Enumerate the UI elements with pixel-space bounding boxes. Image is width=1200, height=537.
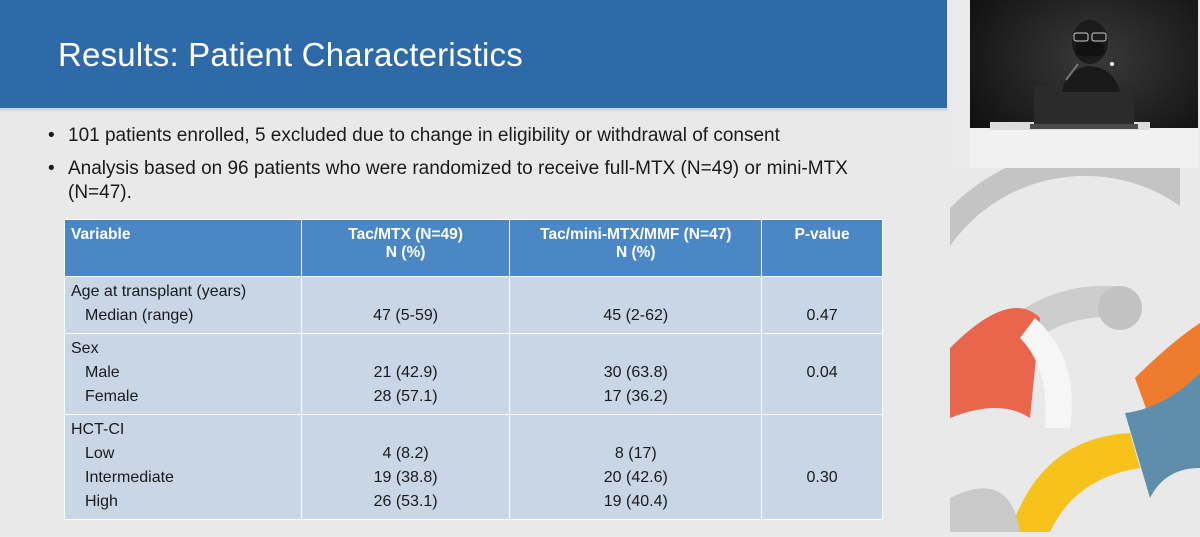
bullet-item: 101 patients enrolled, 5 excluded due to…: [48, 124, 928, 148]
header-pvalue: P-value: [761, 219, 883, 277]
bullet-item: Analysis based on 96 patients who were r…: [48, 157, 868, 205]
hct-int-mtx-value: 19 (38.8): [373, 469, 438, 486]
hct-low-mtx-value: 4 (8.2): [382, 445, 429, 462]
title-bar: Results: Patient Characteristics: [0, 0, 947, 111]
header-mini-unit: N (%): [615, 244, 656, 261]
header-mini-title: Tac/mini-MTX/MMF (N=47): [540, 226, 732, 243]
female-mtx-value: 28 (57.1): [373, 388, 438, 405]
sex-p-value: 0.04: [806, 364, 838, 381]
table-row: Sex Male Female 21 (42.9) 28 (57.1) 30 (…: [64, 333, 883, 415]
male-mtx-value: 21 (42.9): [373, 364, 438, 381]
slide-title: Results: Patient Characteristics: [58, 36, 523, 73]
row-label-cell: Age at transplant (years) Median (range): [64, 276, 302, 334]
presenter-video-icon: [970, 0, 1198, 168]
age-p-cell: 0.47: [761, 276, 883, 334]
age-mtx-cell: 47 (5-59): [300, 276, 511, 334]
bullet-list: 101 patients enrolled, 5 excluded due to…: [48, 124, 928, 214]
header-tac-mtx: Tac/MTX (N=49) N (%): [300, 219, 511, 277]
hct-high-mini-value: 19 (40.4): [603, 493, 668, 510]
header-variable: Variable: [64, 219, 302, 277]
table-header-row: Variable Tac/MTX (N=49) N (%) Tac/mini-M…: [64, 219, 883, 277]
age-sub-label: Median (range): [85, 307, 194, 324]
hct-mtx-cell: 4 (8.2) 19 (38.8) 26 (53.1): [300, 414, 511, 520]
presenter-video: [970, 0, 1198, 168]
age-p-value: 0.47: [806, 307, 838, 324]
sex-mini-cell: 30 (63.8) 17 (36.2): [509, 333, 763, 415]
hct-low-label: Low: [85, 445, 115, 462]
header-tac-mtx-unit: N (%): [385, 244, 426, 261]
sex-mtx-cell: 21 (42.9) 28 (57.1): [300, 333, 511, 415]
sex-label: Sex: [71, 340, 99, 357]
row-label-cell: Sex Male Female: [64, 333, 302, 415]
hct-mini-cell: 8 (17) 20 (42.6) 19 (40.4): [509, 414, 763, 520]
patient-characteristics-table: Variable Tac/MTX (N=49) N (%) Tac/mini-M…: [64, 219, 883, 520]
hct-int-mini-value: 20 (42.6): [603, 469, 668, 486]
age-mini-cell: 45 (2-62): [509, 276, 763, 334]
hct-intermediate-label: Intermediate: [85, 469, 174, 486]
header-tac-mini-mtx-mmf: Tac/mini-MTX/MMF (N=47) N (%): [509, 219, 763, 277]
row-label-cell: HCT-CI Low Intermediate High: [64, 414, 302, 520]
hct-high-label: High: [85, 493, 118, 510]
table-row: Age at transplant (years) Median (range)…: [64, 276, 883, 334]
hct-low-mini-value: 8 (17): [614, 445, 657, 462]
decorative-arcs-icon: [950, 148, 1200, 532]
sex-male-label: Male: [85, 364, 120, 381]
sex-female-label: Female: [85, 388, 139, 405]
age-mtx-value: 47 (5-59): [373, 307, 439, 324]
conference-logo-arcs: [950, 148, 1200, 532]
hct-p-cell: 0.30: [761, 414, 883, 520]
female-mini-value: 17 (36.2): [603, 388, 668, 405]
age-mini-value: 45 (2-62): [603, 307, 669, 324]
hct-label: HCT-CI: [71, 421, 125, 438]
presentation-slide: Results: Patient Characteristics 101 pat…: [0, 0, 950, 532]
hct-high-mtx-value: 26 (53.1): [373, 493, 438, 510]
male-mini-value: 30 (63.8): [603, 364, 668, 381]
hct-p-value: 0.30: [806, 469, 838, 486]
table-row: HCT-CI Low Intermediate High 4 (8.2) 19 …: [64, 414, 883, 520]
sex-p-cell: 0.04: [761, 333, 883, 415]
header-tac-mtx-title: Tac/MTX (N=49): [348, 226, 463, 243]
age-label: Age at transplant (years): [71, 283, 247, 300]
